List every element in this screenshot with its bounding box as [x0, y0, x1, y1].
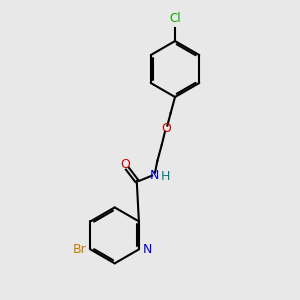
Text: N: N: [142, 243, 152, 256]
Text: N: N: [150, 169, 159, 182]
Text: O: O: [161, 122, 171, 135]
Text: Cl: Cl: [169, 12, 181, 25]
Text: O: O: [121, 158, 130, 171]
Text: Br: Br: [73, 243, 87, 256]
Text: H: H: [161, 170, 170, 183]
